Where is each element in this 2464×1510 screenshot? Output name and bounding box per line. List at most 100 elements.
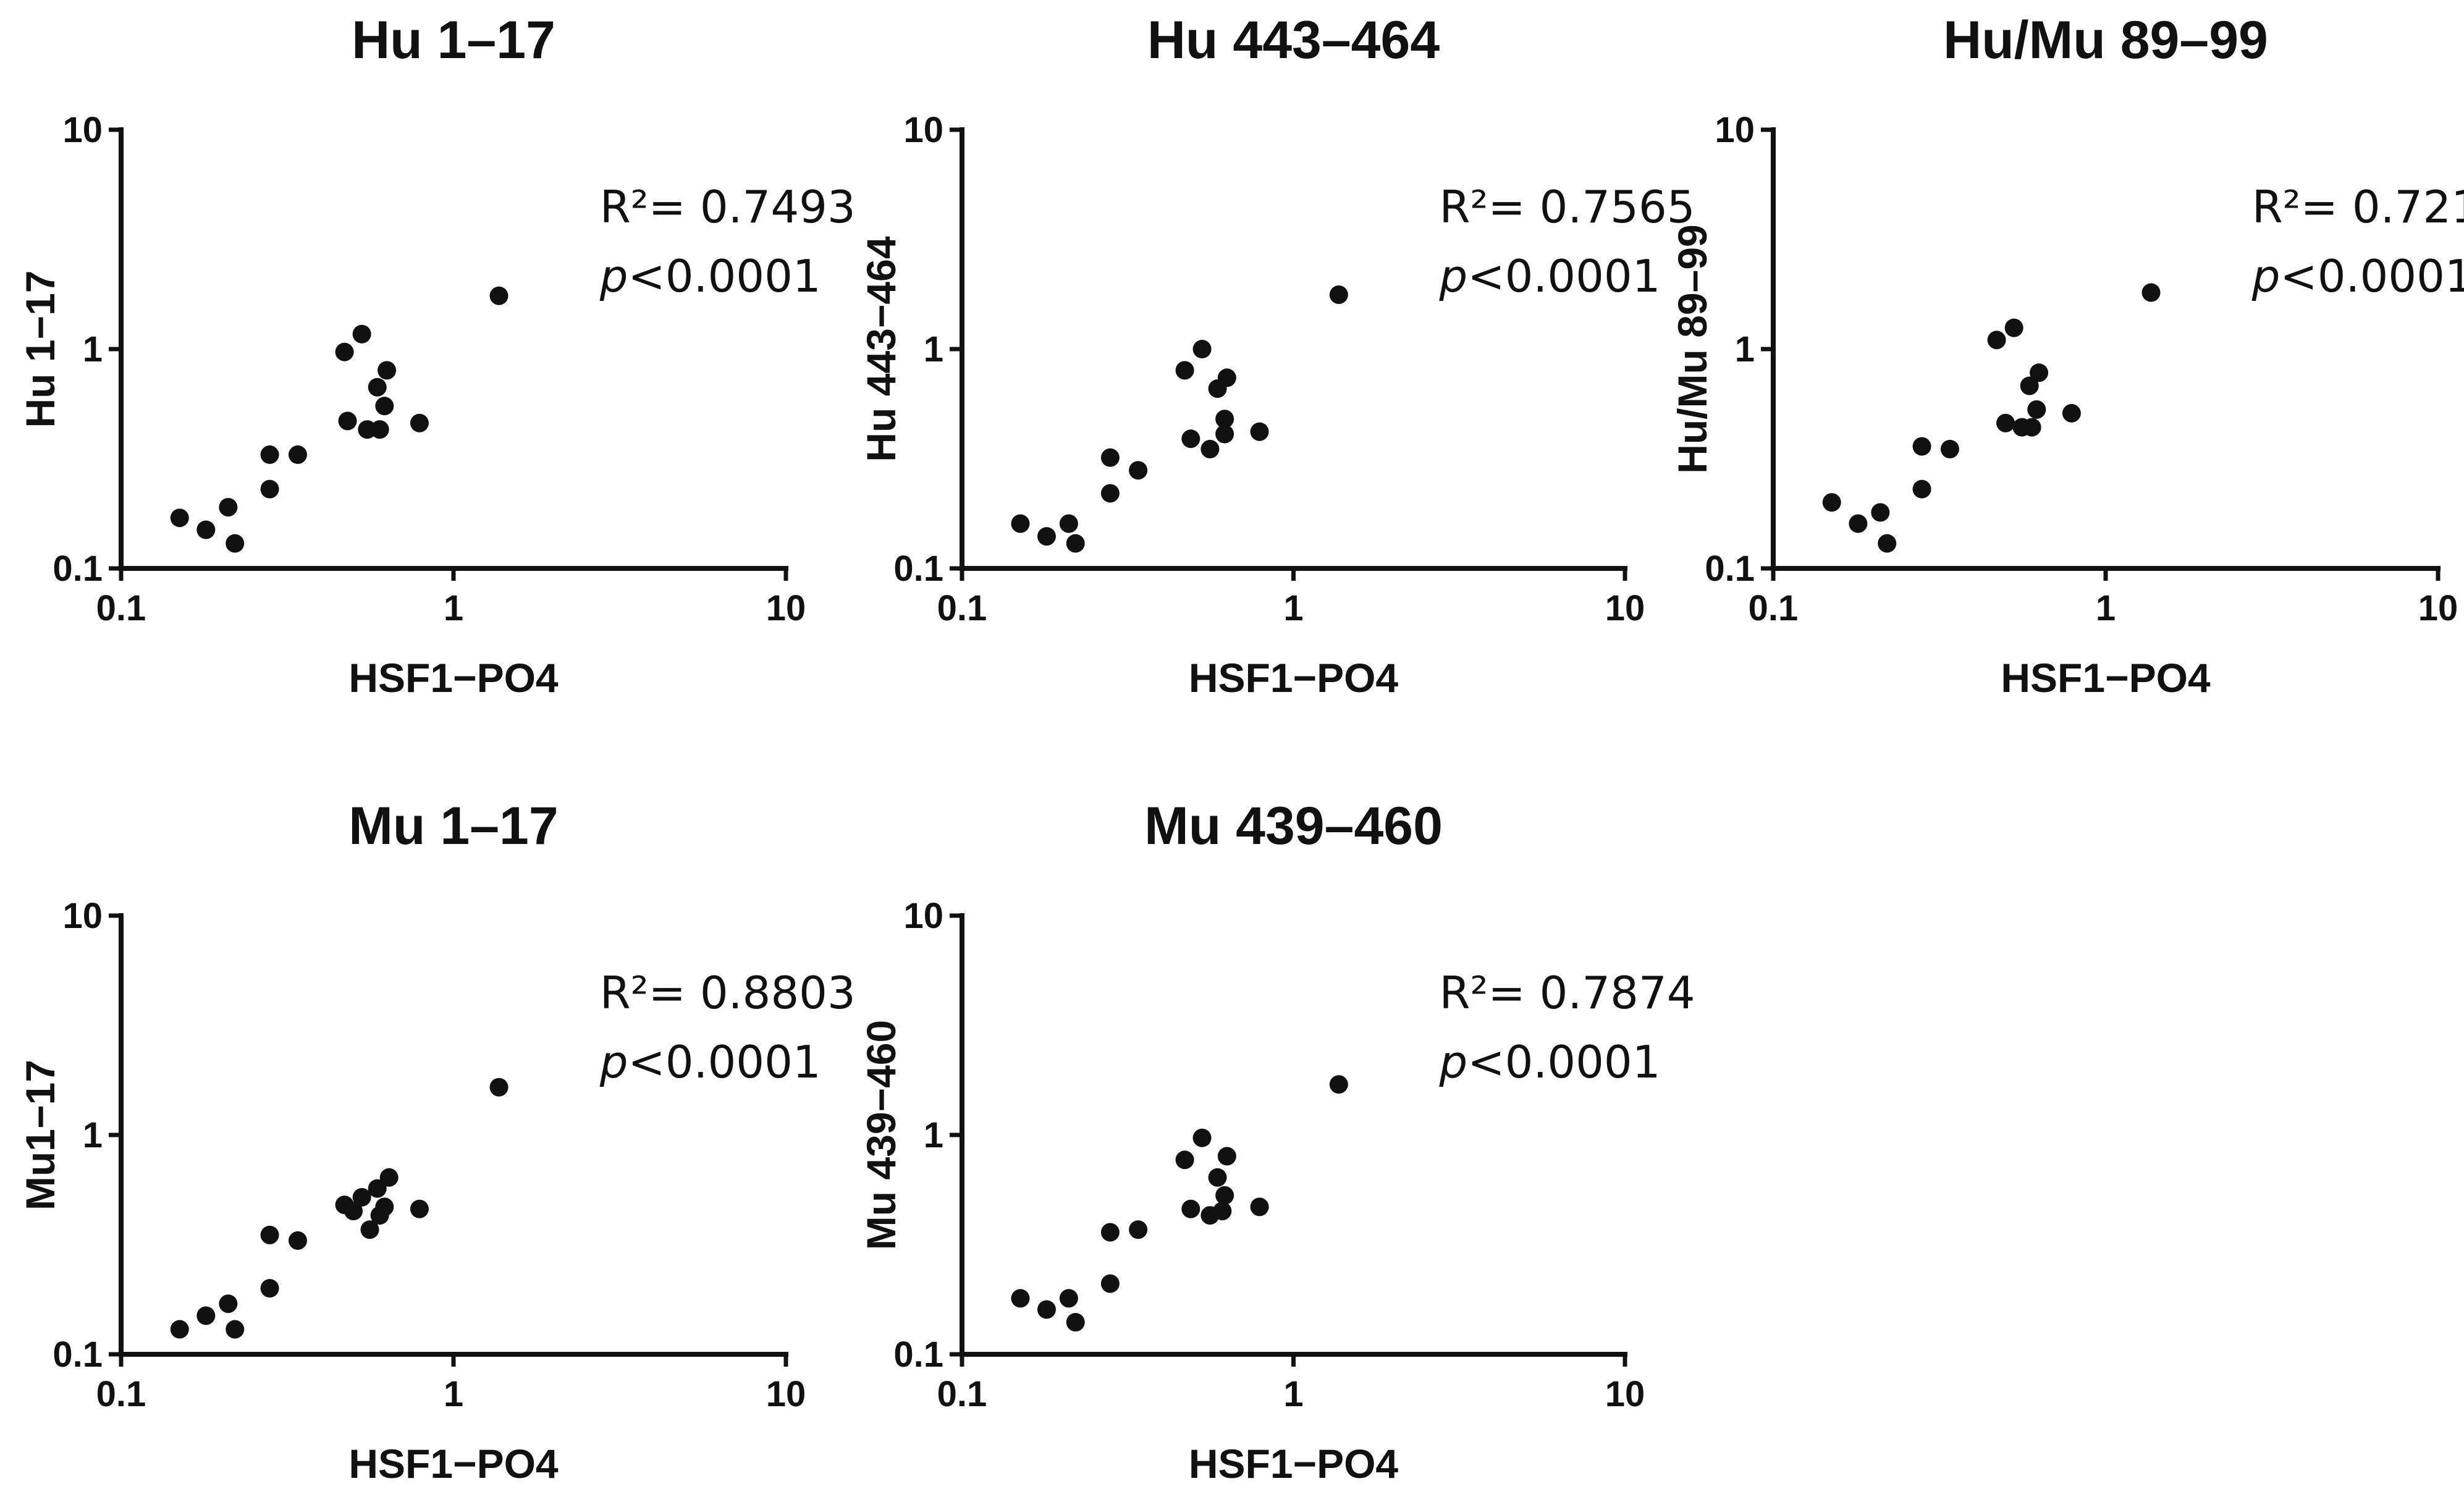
y-axis-label: Hu 443−464 xyxy=(858,236,904,462)
data-point xyxy=(1011,514,1030,533)
y-tick-label: 10 xyxy=(62,110,103,150)
p-value-label: p<0.0001 xyxy=(1439,1036,1661,1088)
x-tick-label: 10 xyxy=(1605,588,1645,628)
data-point xyxy=(288,1231,307,1250)
data-point xyxy=(1100,1274,1120,1293)
y-axis-label: Mu1−17 xyxy=(17,1060,63,1210)
data-point xyxy=(219,498,238,517)
data-point xyxy=(1100,1223,1120,1242)
data-point xyxy=(375,1197,394,1217)
data-point xyxy=(352,324,371,344)
r-squared-label: R²= 0.7565 xyxy=(1440,181,1695,233)
data-point xyxy=(360,1220,379,1239)
data-point xyxy=(344,1202,363,1221)
x-tick-label: 10 xyxy=(766,1374,806,1414)
y-tick-label: 0.1 xyxy=(1705,549,1755,589)
y-tick-label: 0.1 xyxy=(893,549,943,589)
x-tick-label: 1 xyxy=(1283,1374,1303,1414)
data-point xyxy=(260,1279,279,1298)
x-tick-label: 0.1 xyxy=(937,1374,987,1414)
data-point xyxy=(1208,1168,1227,1187)
data-point xyxy=(1066,1313,1085,1332)
y-axis-label: Mu 439−460 xyxy=(858,1020,904,1250)
r-squared-label: R²= 0.7874 xyxy=(1440,967,1695,1019)
data-point xyxy=(226,1320,245,1339)
y-tick-label: 10 xyxy=(1715,110,1755,150)
data-point xyxy=(338,411,357,431)
data-point xyxy=(1037,1300,1056,1319)
data-point xyxy=(410,413,429,432)
data-point xyxy=(1912,479,1931,499)
data-point xyxy=(219,1294,238,1314)
data-point xyxy=(1066,534,1085,553)
r-squared-label: R²= 0.8803 xyxy=(600,967,856,1019)
x-tick-label: 0.1 xyxy=(96,1374,146,1414)
scatter-panel-1: Hu 1–17 0.1 1 10 0.1 1 10 HSF1−PO4 Hu 1−17 R²= 0.… xyxy=(17,11,856,701)
data-point xyxy=(1996,413,2015,432)
data-point xyxy=(368,1179,387,1198)
data-point xyxy=(410,1199,429,1218)
y-tick-label: 0.1 xyxy=(53,549,103,589)
r-squared-label: R²= 0.7493 xyxy=(600,181,856,233)
data-point xyxy=(368,378,387,397)
data-point xyxy=(1175,1150,1194,1170)
data-point xyxy=(1129,461,1148,480)
panel-title: Mu 439–460 xyxy=(1144,796,1443,856)
y-tick-label: 1 xyxy=(1735,329,1755,369)
data-point xyxy=(1878,534,1897,553)
data-point xyxy=(1217,1147,1236,1166)
data-point xyxy=(2141,283,2161,302)
data-point xyxy=(260,445,279,464)
data-point xyxy=(1181,1199,1200,1218)
data-point xyxy=(1059,514,1078,533)
p-value-label: p<0.0001 xyxy=(599,1036,821,1088)
x-axis-label: HSF1−PO4 xyxy=(2001,655,2211,701)
y-tick-label: 1 xyxy=(83,1115,103,1155)
x-axis-label: HSF1−PO4 xyxy=(348,655,559,701)
data-point xyxy=(1100,484,1120,503)
x-tick-label: 1 xyxy=(2096,588,2116,628)
y-tick-label: 10 xyxy=(903,896,943,936)
data-point xyxy=(1849,514,1868,533)
y-tick-label: 0.1 xyxy=(53,1335,103,1375)
p-value-label: p<0.0001 xyxy=(2251,250,2464,302)
x-tick-label: 1 xyxy=(1283,588,1303,628)
data-point xyxy=(1329,285,1348,304)
data-point xyxy=(379,1168,399,1187)
x-tick-label: 10 xyxy=(2418,588,2458,628)
data-point xyxy=(196,1306,216,1325)
x-tick-label: 10 xyxy=(766,588,806,628)
data-point xyxy=(1250,1197,1269,1217)
data-point xyxy=(378,361,397,380)
data-point xyxy=(1250,422,1269,441)
data-point xyxy=(1912,437,1931,456)
p-value-label: p<0.0001 xyxy=(1439,250,1661,302)
data-point xyxy=(260,1225,279,1244)
data-point xyxy=(2062,403,2081,423)
data-point xyxy=(2004,318,2023,337)
data-point xyxy=(1217,368,1236,387)
panel-title: Mu 1–17 xyxy=(348,796,558,856)
data-point xyxy=(2027,400,2046,419)
x-tick-label: 0.1 xyxy=(1749,588,1799,628)
data-point xyxy=(196,520,216,539)
data-point xyxy=(1059,1289,1078,1308)
x-axis-label: HSF1−PO4 xyxy=(1189,1441,1399,1487)
data-point xyxy=(226,534,245,553)
data-point xyxy=(1329,1075,1348,1094)
x-axis-label: HSF1−PO4 xyxy=(1189,655,1399,701)
r-squared-label: R²= 0.7210 xyxy=(2252,181,2464,233)
data-point xyxy=(1037,527,1056,546)
data-point xyxy=(1215,424,1234,444)
x-tick-label: 0.1 xyxy=(96,588,146,628)
panel-title: Hu 1–17 xyxy=(352,11,555,70)
data-point xyxy=(370,420,389,439)
x-tick-label: 1 xyxy=(444,1374,463,1414)
y-tick-label: 1 xyxy=(924,1115,943,1155)
data-point xyxy=(1215,1186,1234,1205)
data-point xyxy=(489,286,508,305)
data-point xyxy=(1175,361,1194,380)
y-tick-label: 1 xyxy=(924,329,943,369)
data-point xyxy=(1940,439,1959,458)
data-point xyxy=(1213,1202,1232,1221)
